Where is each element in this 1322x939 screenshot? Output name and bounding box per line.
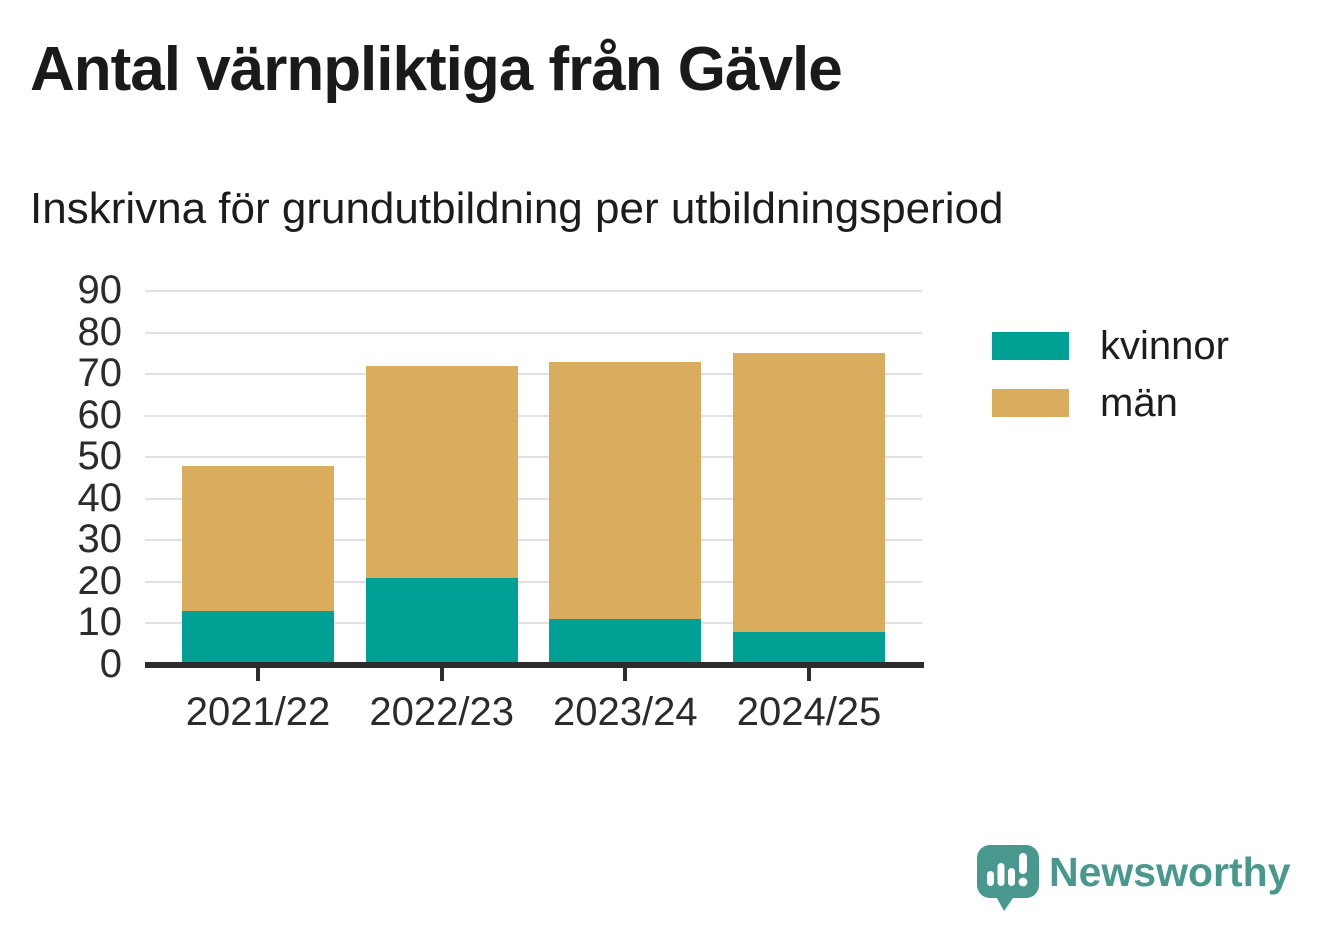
y-tick-label-20: 20 — [77, 559, 123, 604]
x-axis-labels: 2021/22 2022/23 2023/24 2024/25 — [145, 690, 922, 740]
x-tick-2022/23 — [439, 668, 444, 681]
legend-label-män: män — [1100, 381, 1178, 425]
x-tick-label-2022/23: 2022/23 — [369, 690, 514, 734]
y-tick-label-30: 30 — [77, 517, 123, 562]
gridline-80 — [145, 331, 922, 334]
newsworthy-branding: Newsworthy — [977, 845, 1291, 913]
bar-segment-män-2021/22 — [182, 465, 334, 611]
x-tick-label-2023/24: 2023/24 — [553, 690, 698, 734]
bar-segment-kvinnor-2022/23 — [365, 577, 518, 665]
bar-segment-män-2022/23 — [365, 365, 518, 578]
x-axis-line — [145, 662, 924, 668]
y-tick-label-60: 60 — [77, 392, 123, 437]
y-tick-label-70: 70 — [77, 351, 123, 396]
legend-swatch-män — [992, 389, 1069, 417]
bar-segment-kvinnor-2024/25 — [732, 631, 885, 665]
legend-swatch-kvinnor — [992, 332, 1069, 360]
y-tick-label-10: 10 — [77, 600, 123, 645]
bar-segment-kvinnor-2023/24 — [549, 619, 702, 665]
bar-stack-2024/25 — [732, 353, 885, 681]
bar-segment-män-2023/24 — [549, 361, 702, 620]
bar-stack-2021/22 — [182, 465, 334, 681]
gridline-90 — [145, 290, 922, 292]
bar-chart-glyph — [987, 853, 1028, 887]
bar-segment-män-2024/25 — [732, 353, 885, 632]
x-tick-2024/25 — [806, 668, 811, 681]
y-tick-label-90: 90 — [77, 268, 123, 313]
bars — [145, 291, 922, 681]
x-tick-label-2021/22: 2021/22 — [185, 690, 331, 734]
gridline-50 — [145, 456, 922, 459]
chart-subtitle: Inskrivna för grundutbildning per utbild… — [30, 184, 1004, 233]
y-tick-label-50: 50 — [77, 434, 123, 479]
legend-label-kvinnor: kvinnor — [1100, 324, 1229, 368]
gridline-70 — [145, 373, 922, 376]
x-tick-2023/24 — [623, 668, 628, 681]
legend-item-kvinnor: kvinnor — [992, 326, 1229, 366]
page-title: Antal värnpliktiga från Gävle — [30, 35, 843, 104]
y-tick-label-80: 80 — [77, 309, 123, 354]
plot-area — [145, 290, 924, 681]
gridline-10 — [145, 622, 922, 625]
gridline-20 — [145, 580, 922, 583]
y-tick-label-0: 0 — [99, 642, 122, 687]
bar-stack-2022/23 — [365, 365, 518, 681]
y-axis: 0 10 20 30 40 50 60 70 80 90 — [18, 270, 123, 684]
newsworthy-logo-icon — [977, 845, 1039, 911]
x-tick-label-2024/25: 2024/25 — [736, 690, 882, 734]
y-tick-label-40: 40 — [77, 475, 123, 520]
x-tick-2021/22 — [256, 668, 260, 681]
gridline-30 — [145, 539, 922, 542]
gridline-40 — [145, 497, 922, 500]
legend: kvinnor män — [992, 326, 1229, 446]
legend-item-män: män — [992, 383, 1229, 423]
bar-stack-2023/24 — [549, 361, 702, 681]
logo-text: Newsworthy — [1049, 848, 1291, 895]
bar-segment-kvinnor-2021/22 — [182, 611, 334, 665]
gridline-60 — [145, 414, 922, 417]
